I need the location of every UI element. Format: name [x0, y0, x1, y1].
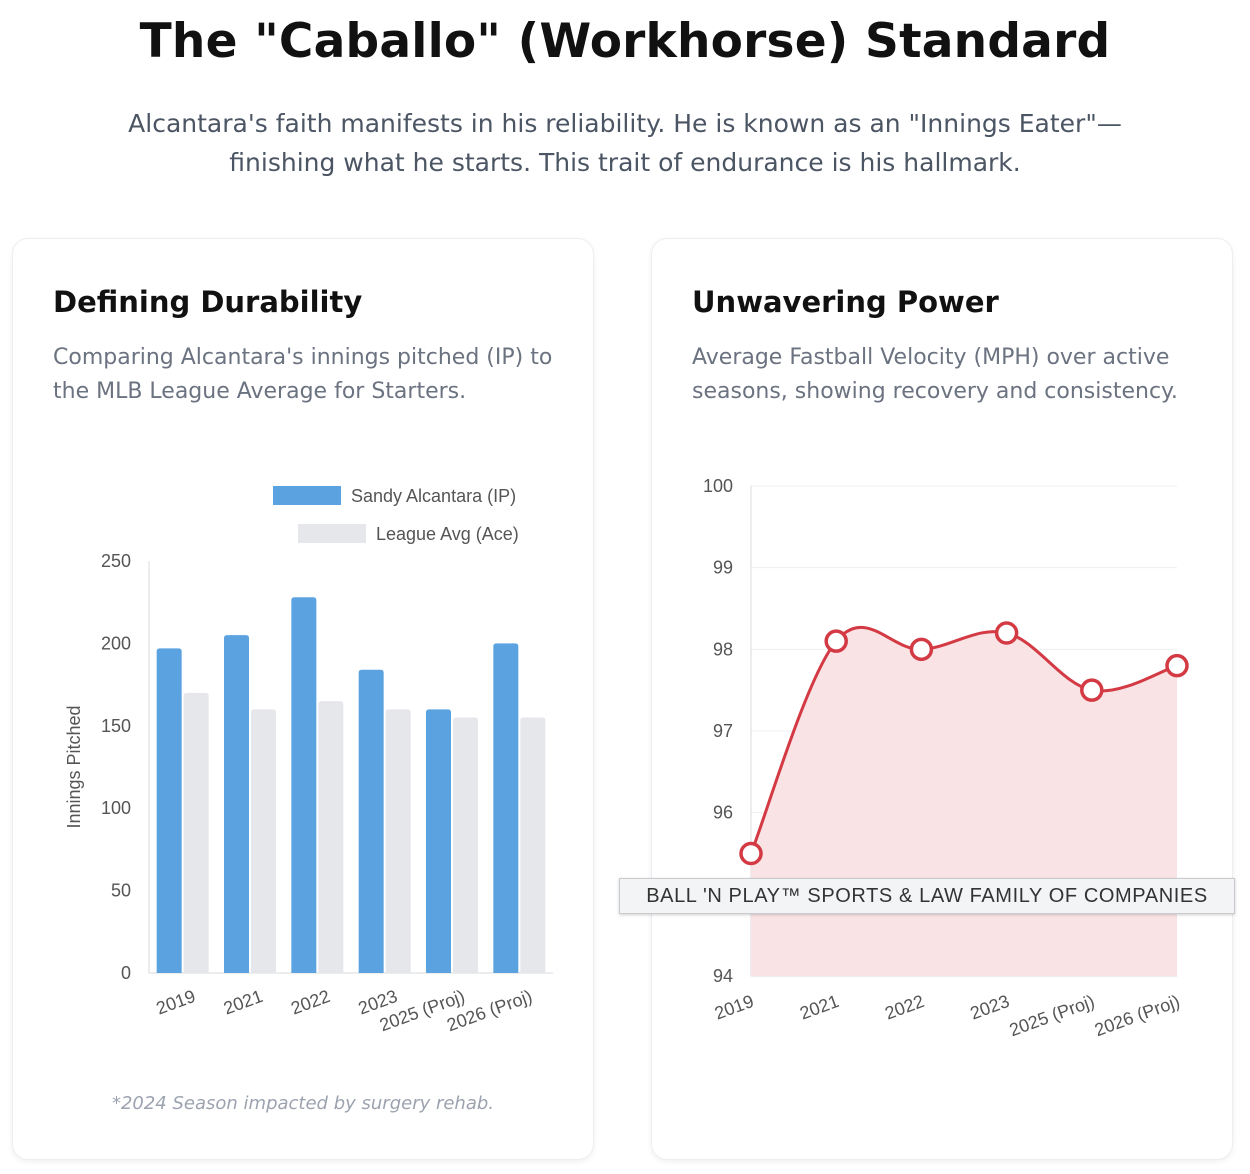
innings-bar-chart: 0 50 100 150 200 250 Innings Pitched 2019 2021 20…	[64, 486, 553, 1035]
y-tick-label: 94	[713, 966, 733, 986]
y-tick-label: 96	[713, 803, 733, 823]
bar-alcantara	[493, 643, 519, 973]
bar-league-avg	[318, 701, 344, 973]
x-tick-label: 2025 (Proj)	[1007, 991, 1098, 1040]
legend-swatch-league-avg	[298, 524, 366, 543]
velocity-point	[1165, 653, 1189, 678]
x-tick-label: 2019	[712, 991, 756, 1023]
x-tick-label: 2019	[154, 986, 198, 1018]
x-tick-label: 2021	[797, 991, 841, 1023]
y-tick-label: 0	[121, 963, 131, 983]
x-tick-label: 2021	[221, 986, 265, 1018]
bar-league-avg	[251, 709, 276, 973]
page-title: The "Caballo" (Workhorse) Standard	[139, 14, 1111, 69]
durability-card: Defining Durability Comparing Alcantara'…	[12, 238, 594, 1160]
y-tick-label: 100	[703, 476, 733, 496]
velocity-point	[739, 841, 763, 866]
company-watermark: BALL 'N PLAY™ SPORTS & LAW FAMILY OF COM…	[619, 878, 1235, 914]
velocity-point	[824, 629, 848, 653]
legend-swatch-alcantara	[273, 486, 341, 505]
durability-title: Defining Durability	[53, 285, 363, 319]
velocity-line-chart: 94959697989910020192021202220232025 (Pro…	[703, 476, 1189, 1040]
legend-label-alcantara: Sandy Alcantara (IP)	[351, 486, 516, 506]
bar-alcantara	[291, 597, 317, 973]
x-tick-label: 2023	[967, 991, 1011, 1023]
bar-alcantara	[224, 635, 249, 973]
durability-description: Comparing Alcantara's innings pitched (I…	[53, 345, 553, 404]
bar-alcantara	[156, 648, 182, 973]
bar-league-avg	[385, 709, 411, 973]
bar-alcantara	[358, 669, 384, 973]
legend-label-league-avg: League Avg (Ace)	[376, 524, 519, 544]
bar-alcantara	[426, 709, 451, 973]
surgery-footnote: *2024 Season impacted by surgery rehab.	[111, 1093, 495, 1114]
velocity-point	[994, 621, 1019, 645]
velocity-title: Unwavering Power	[692, 285, 999, 319]
velocity-point	[909, 637, 934, 662]
bar-league-avg	[183, 692, 209, 973]
y-tick-label: 150	[101, 716, 131, 736]
y-axis-title: Innings Pitched	[64, 705, 84, 828]
y-tick-label: 250	[101, 551, 131, 571]
y-tick-label: 50	[111, 881, 131, 901]
velocity-card: Unwavering Power Average Fastball Veloci…	[651, 238, 1233, 1160]
velocity-description: Average Fastball Velocity (MPH) over act…	[692, 345, 1178, 404]
x-tick-label: 2022	[288, 986, 332, 1018]
x-tick-label: 2026 (Proj)	[1092, 991, 1183, 1040]
bar-league-avg	[520, 717, 546, 973]
y-tick-label: 200	[101, 633, 131, 653]
y-tick-label: 99	[713, 558, 733, 578]
y-tick-label: 97	[713, 721, 733, 741]
x-tick-label: 2022	[882, 991, 926, 1023]
intro-text: Alcantara's faith manifests in his relia…	[128, 109, 1122, 177]
y-tick-label: 98	[713, 639, 733, 659]
y-tick-label: 100	[101, 798, 131, 818]
velocity-point	[1080, 678, 1104, 702]
bar-league-avg	[453, 717, 478, 973]
